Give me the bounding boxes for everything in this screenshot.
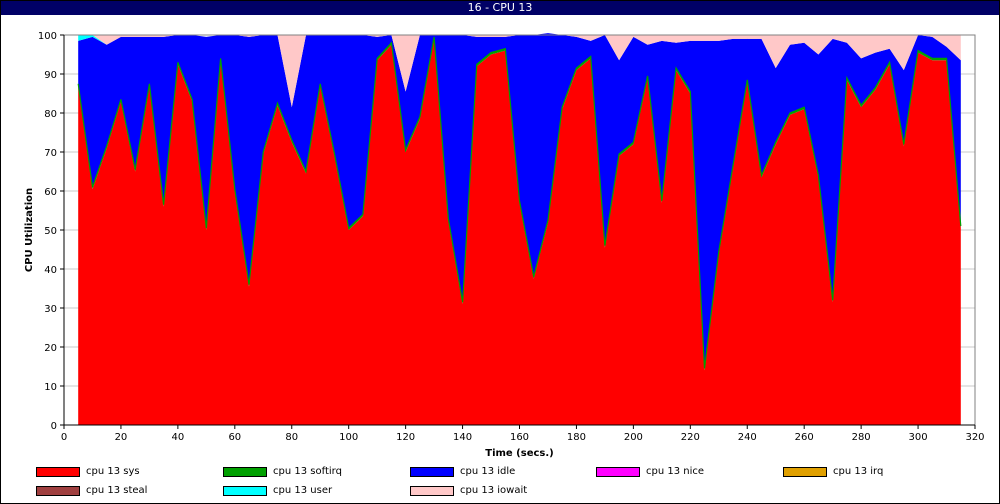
x-tick-label: 0 <box>61 432 67 443</box>
legend-item: cpu 13 nice <box>596 465 704 479</box>
legend-swatch <box>410 467 454 477</box>
legend-label: cpu 13 softirq <box>273 466 342 477</box>
legend-swatch <box>36 486 80 496</box>
legend-label: cpu 13 iowait <box>460 485 528 496</box>
y-tick-label: 60 <box>44 187 57 198</box>
x-tick-label: 140 <box>453 432 472 443</box>
legend-item: cpu 13 user <box>223 484 332 498</box>
x-tick-label: 240 <box>738 432 757 443</box>
x-tick-label: 200 <box>624 432 643 443</box>
legend-swatch <box>223 467 267 477</box>
x-tick-label: 220 <box>681 432 700 443</box>
x-tick-label: 100 <box>339 432 358 443</box>
legend-swatch <box>410 486 454 496</box>
chart-svg: 0 10 20 30 40 50 60 70 80 90 100 0 20 40 60 80 100 120 140… <box>24 31 985 459</box>
area-series-1 <box>78 38 961 426</box>
x-tick-label: 40 <box>172 432 185 443</box>
y-tick-label: 100 <box>38 31 57 42</box>
legend-item: cpu 13 iowait <box>410 484 527 498</box>
chart-legend: cpu 13 sys cpu 13 softirq cpu 13 idle cpu 1… <box>0 460 1000 504</box>
legend-swatch <box>783 467 827 477</box>
x-tick-label: 120 <box>396 432 415 443</box>
x-tick-label: 180 <box>567 432 586 443</box>
y-tick-label: 50 <box>44 226 57 237</box>
x-tick-label: 300 <box>909 432 928 443</box>
legend-label: cpu 13 user <box>273 485 333 496</box>
legend-swatch <box>36 467 80 477</box>
y-tick-label: 40 <box>44 265 57 276</box>
x-tick-label: 160 <box>510 432 529 443</box>
y-tick-label: 0 <box>51 421 57 432</box>
line-series-softirq <box>77 36 962 369</box>
legend-item: cpu 13 idle <box>410 465 515 479</box>
legend-item: cpu 13 softirq <box>223 465 342 479</box>
x-axis-label: Time (secs.) <box>485 448 554 459</box>
y-tick-label: 70 <box>44 148 57 159</box>
legend-label: cpu 13 irq <box>833 466 884 477</box>
legend-item: cpu 13 irq <box>783 465 883 479</box>
legend-item: cpu 13 steal <box>36 484 147 498</box>
x-tick-label: 320 <box>965 432 984 443</box>
y-tick-label: 30 <box>44 304 57 315</box>
legend-label: cpu 13 steal <box>86 485 148 496</box>
area-series-8 <box>78 33 961 108</box>
y-tick-label: 90 <box>44 70 57 81</box>
x-tick-label: 260 <box>795 432 814 443</box>
x-tick-label: 280 <box>852 432 871 443</box>
legend-swatch <box>223 486 267 496</box>
legend-item: cpu 13 sys <box>36 465 140 479</box>
x-tick-label: 60 <box>228 432 241 443</box>
y-axis-label: CPU Utilization <box>24 188 35 272</box>
y-tick-label: 10 <box>44 382 57 393</box>
legend-swatch <box>596 467 640 477</box>
y-tick-label: 20 <box>44 343 57 354</box>
legend-label: cpu 13 sys <box>86 466 140 477</box>
window-title: 16 - CPU 13 <box>1 1 999 15</box>
x-tick-label: 80 <box>285 432 298 443</box>
legend-label: cpu 13 idle <box>460 466 516 477</box>
y-tick-label: 80 <box>44 109 57 120</box>
x-tick-label: 20 <box>115 432 128 443</box>
legend-label: cpu 13 nice <box>646 466 705 477</box>
